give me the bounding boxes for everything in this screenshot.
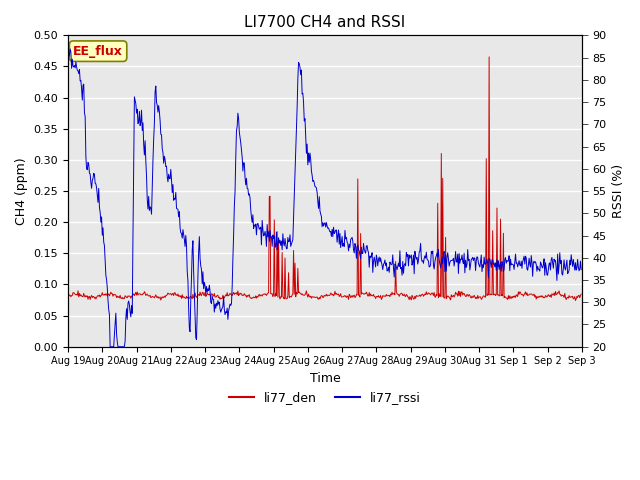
Y-axis label: RSSI (%): RSSI (%) <box>612 164 625 218</box>
Legend: li77_den, li77_rssi: li77_den, li77_rssi <box>224 386 426 409</box>
Title: LI7700 CH4 and RSSI: LI7700 CH4 and RSSI <box>244 15 406 30</box>
Y-axis label: CH4 (ppm): CH4 (ppm) <box>15 157 28 225</box>
Text: EE_flux: EE_flux <box>73 45 123 58</box>
X-axis label: Time: Time <box>310 372 340 385</box>
